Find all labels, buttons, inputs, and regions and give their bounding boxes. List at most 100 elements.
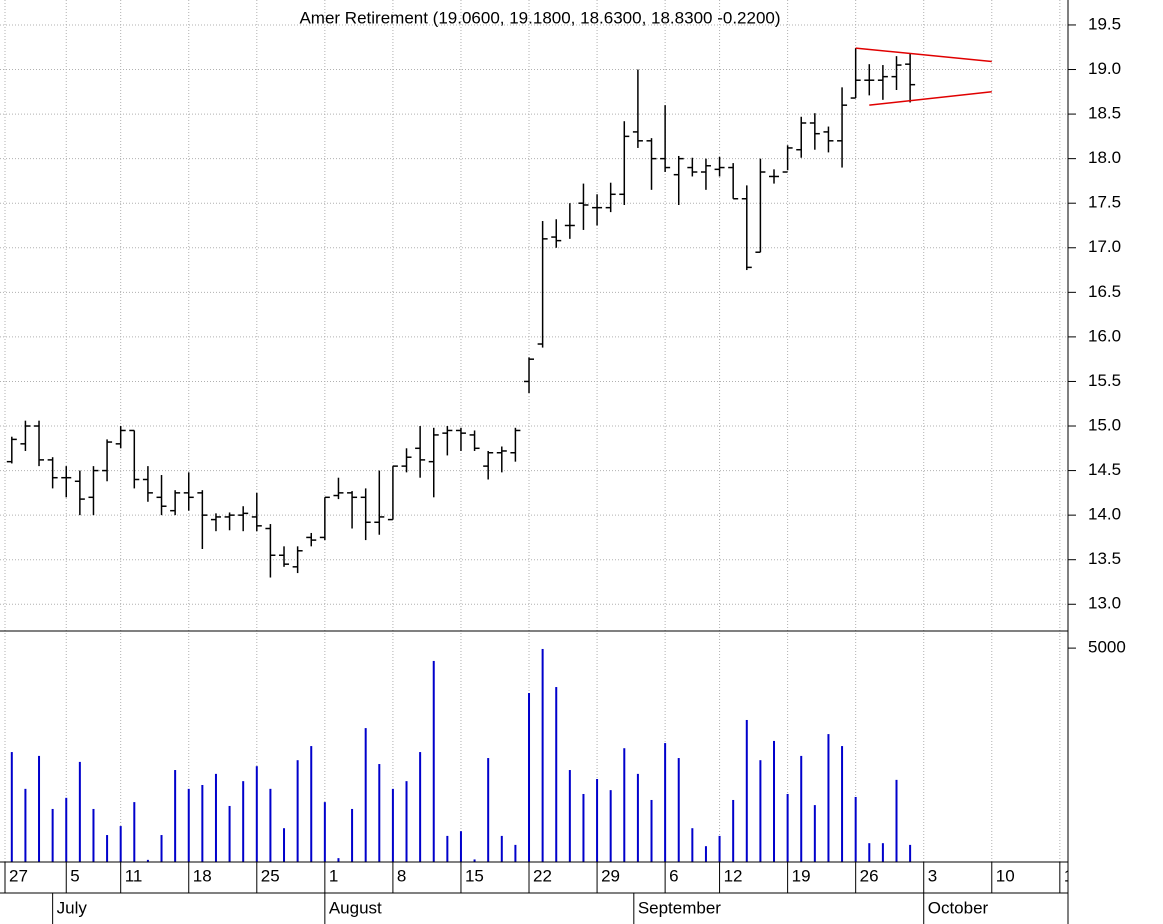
volume-bar <box>146 859 149 862</box>
x-tick-label: 1 <box>329 866 338 885</box>
y-tick-label: 5000 <box>1088 638 1126 657</box>
x-tick-label: 12 <box>724 866 743 885</box>
volume-bar <box>119 826 122 862</box>
volume-bar <box>65 797 68 862</box>
y-tick-label: 18.0 <box>1088 148 1121 167</box>
volume-bar <box>650 799 653 862</box>
volume-bar <box>283 828 286 862</box>
volume-bar <box>813 805 816 862</box>
y-tick-label: 16.0 <box>1088 326 1121 345</box>
volume-bar <box>160 835 163 862</box>
volume-bar <box>514 844 517 862</box>
volume-bar <box>201 785 204 862</box>
volume-bar <box>555 687 558 862</box>
volume-bar <box>187 788 190 862</box>
y-tick-label: 19.5 <box>1088 14 1121 33</box>
x-axis-labels: 27511182518152229612192631017JulyAugustS… <box>4 862 1083 924</box>
volume-bar <box>500 835 503 862</box>
y-tick-label: 13.5 <box>1088 549 1121 568</box>
month-label: July <box>57 898 88 917</box>
volume-bar <box>269 788 272 862</box>
volume-bar <box>718 835 721 862</box>
volume-bar <box>895 779 898 862</box>
month-label: September <box>638 898 721 917</box>
volume-bar <box>296 760 299 862</box>
volume-bar <box>323 802 326 862</box>
volume-bar <box>310 746 313 862</box>
y-tick-label: 15.0 <box>1088 415 1121 434</box>
volume-bar <box>459 831 462 862</box>
y-tick-label: 18.5 <box>1088 104 1121 123</box>
volume-bar <box>351 808 354 862</box>
volume-bar <box>228 805 231 862</box>
volume-bar <box>391 788 394 862</box>
volume-bar <box>623 748 626 862</box>
volume-bar <box>596 779 599 862</box>
volume-bar <box>528 693 531 862</box>
x-tick-label: 10 <box>996 866 1015 885</box>
x-tick-label: 22 <box>533 866 552 885</box>
axes <box>0 0 1069 924</box>
volume-bar <box>909 844 912 862</box>
x-tick-label: 18 <box>193 866 212 885</box>
x-tick-label: 29 <box>601 866 620 885</box>
x-tick-label: 11 <box>125 866 143 885</box>
x-tick-label: 25 <box>261 866 280 885</box>
volume-bar <box>10 752 13 862</box>
volume-bar <box>51 808 54 862</box>
volume-bar <box>405 781 408 862</box>
x-tick-label: 26 <box>860 866 879 885</box>
volume-bar <box>800 755 803 862</box>
y-tick-label: 17.0 <box>1088 237 1121 256</box>
volume-bar <box>38 755 41 862</box>
volume-bar <box>691 828 694 862</box>
volume-bar <box>677 758 680 862</box>
volume-bar <box>106 835 109 862</box>
y-tick-label: 13.0 <box>1088 594 1121 613</box>
month-label: August <box>329 898 382 917</box>
volume-bar <box>446 835 449 862</box>
volume-bar <box>432 660 435 862</box>
chart-title: Amer Retirement (19.0600, 19.1800, 18.63… <box>299 8 780 27</box>
volume-bar <box>487 758 490 862</box>
volume-bar <box>827 734 830 862</box>
volume-bar <box>582 793 585 862</box>
volume-bar <box>841 746 844 862</box>
x-tick-label: 15 <box>465 866 484 885</box>
volume-bar <box>419 752 422 862</box>
volume-bar <box>636 773 639 862</box>
marks: 13.0 13.5 14.0 14.5 15.0 15.5 16.0 16.5 17.0 17.5… <box>6 14 1126 862</box>
x-tick-label: 19 <box>792 866 811 885</box>
volume-bar <box>541 648 544 862</box>
volume-bar <box>745 719 748 862</box>
volume-bar <box>664 743 667 862</box>
y-tick-label: 19.0 <box>1088 59 1121 78</box>
volume-bar <box>214 773 217 862</box>
volume-bar <box>378 764 381 862</box>
volume-bar <box>24 788 27 862</box>
volume-bar <box>78 761 81 862</box>
grid <box>0 0 1068 862</box>
volume-bar <box>568 770 571 862</box>
volume-bar <box>174 770 177 862</box>
volume-bar <box>786 793 789 862</box>
x-tick-label: 6 <box>669 866 678 885</box>
volume-bar <box>759 760 762 862</box>
volume-bar <box>704 846 707 862</box>
x-tick-label: 17 <box>1064 866 1083 885</box>
trendline <box>855 47 992 63</box>
volume-bar <box>881 843 884 862</box>
x-tick-label: 3 <box>928 866 937 885</box>
volume-bar <box>242 781 245 862</box>
volume-bar <box>255 766 258 862</box>
y-tick-label: 16.5 <box>1088 282 1121 301</box>
x-tick-label: 8 <box>397 866 406 885</box>
volume-bar <box>854 796 857 862</box>
volume-bar <box>773 740 776 862</box>
x-tick-label: 27 <box>9 866 28 885</box>
volume-bar <box>473 859 476 862</box>
volume-bar <box>133 802 136 862</box>
volume-bar <box>609 790 612 862</box>
